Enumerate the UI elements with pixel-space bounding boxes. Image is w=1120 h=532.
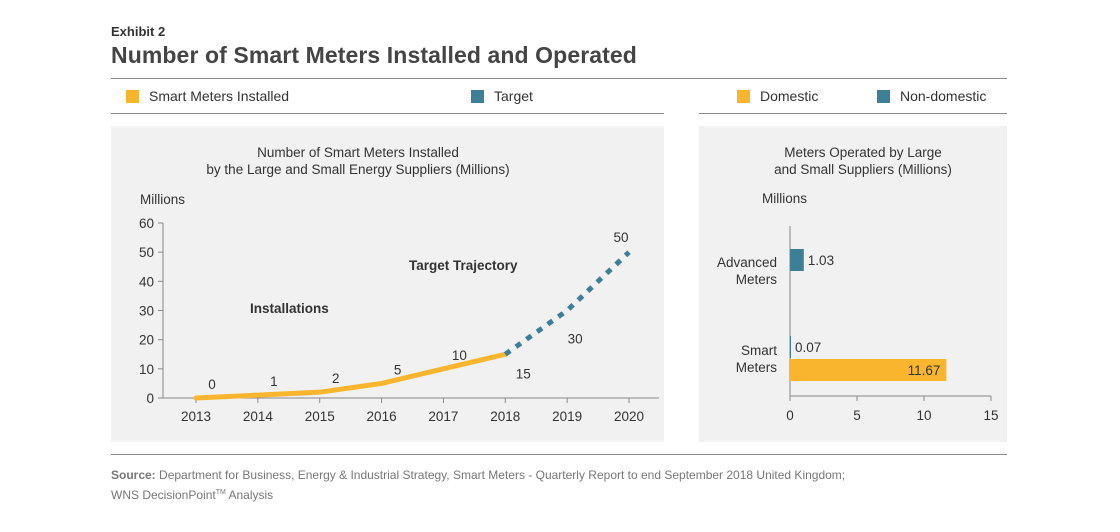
bar-chart-panel: Meters Operated by Large and Small Suppl…: [699, 126, 1007, 442]
top-rule: [111, 78, 1007, 79]
bar-chart-title-line-2: and Small Suppliers (Millions): [774, 162, 952, 177]
source-label: Source:: [111, 468, 156, 482]
legend-smart-meters-installed: Smart Meters Installed: [126, 88, 289, 104]
line-chart: Number of Smart Meters Installed by the …: [139, 145, 659, 424]
bar-category-label: Advanced: [717, 255, 777, 270]
bar-value-label: 1.03: [808, 253, 834, 268]
bar-category-label: Smart: [741, 343, 777, 358]
y-tick-label: 10: [139, 362, 154, 377]
y-tick-label: 40: [139, 274, 154, 289]
legend-swatch: [737, 89, 750, 103]
series-line-smart-meters-installed: [193, 351, 508, 401]
data-label-installed: 0: [208, 377, 216, 392]
data-label-target: 15: [516, 366, 531, 381]
legend-domestic: Domestic: [737, 88, 818, 104]
legend-non-domestic: Non-domestic: [877, 88, 986, 104]
bar-x-tick-label: 15: [983, 408, 998, 423]
source-note: Source: Department for Business, Energy …: [111, 467, 845, 504]
x-tick-label: 2015: [305, 409, 335, 424]
source-line-2: WNS DecisionPoint: [111, 488, 216, 502]
left-legend-rule: [111, 113, 664, 114]
data-label-installed: 2: [332, 371, 340, 386]
bar-value-label: 11.67: [908, 363, 941, 378]
bar-chart-units-label: Millions: [762, 191, 807, 206]
bar-value-label: 0.07: [795, 340, 821, 355]
source-line-2-end: Analysis: [225, 488, 274, 502]
legend-label: Target: [494, 88, 533, 104]
bar-category-label: Meters: [736, 272, 778, 287]
x-tick-label: 2017: [428, 409, 458, 424]
trademark-mark: TM: [215, 489, 226, 496]
legend-swatch: [877, 89, 890, 103]
bar-non-domestic: [790, 336, 791, 358]
bar-non-domestic: [790, 249, 804, 271]
exhibit-label: Exhibit 2: [111, 24, 166, 39]
page-title: Number of Smart Meters Installed and Ope…: [111, 42, 637, 68]
y-tick-label: 0: [146, 391, 154, 406]
series-line-target: [503, 250, 631, 357]
bar-x-tick-label: 10: [916, 408, 931, 423]
bar-chart-title-line-1: Meters Operated by Large: [784, 145, 942, 160]
line-chart-panel: Number of Smart Meters Installed by the …: [111, 126, 664, 442]
legend-label: Smart Meters Installed: [149, 88, 290, 104]
y-tick-label: 30: [139, 304, 154, 319]
x-tick-label: 2020: [614, 409, 644, 424]
legend-label: Domestic: [760, 88, 819, 104]
annotation-installations: Installations: [250, 301, 329, 316]
source-text: Department for Business, Energy & Indust…: [159, 468, 846, 482]
x-tick-label: 2019: [552, 409, 582, 424]
x-tick-label: 2016: [367, 409, 397, 424]
annotation-target-trajectory: Target Trajectory: [409, 258, 518, 273]
data-label-installed: 1: [270, 374, 278, 389]
bar-category-label: Meters: [736, 360, 778, 375]
right-legend-rule: [699, 113, 1007, 114]
line-chart-title-line-1: Number of Smart Meters Installed: [257, 145, 459, 160]
data-label-installed: 10: [452, 348, 467, 363]
y-tick-label: 60: [139, 216, 154, 231]
data-label-installed: 5: [394, 362, 402, 377]
bar-domestic: [790, 359, 947, 381]
legend-target: Target: [471, 88, 533, 104]
x-tick-label: 2013: [181, 409, 211, 424]
line-chart-y-axis-label: Millions: [140, 192, 185, 207]
bar-chart: Meters Operated by Large and Small Suppl…: [717, 145, 999, 423]
legend-swatch: [471, 89, 484, 103]
x-tick-label: 2018: [490, 409, 520, 424]
x-tick-label: 2014: [243, 409, 274, 424]
data-label-target: 50: [613, 230, 628, 245]
legend-label: Non-domestic: [900, 88, 987, 104]
line-chart-title-line-2: by the Large and Small Energy Suppliers …: [206, 162, 509, 177]
bottom-rule: [111, 454, 1007, 455]
legend-swatch: [126, 89, 139, 103]
data-label-target: 30: [568, 332, 583, 347]
y-tick-label: 20: [139, 333, 154, 348]
bar-x-tick-label: 5: [853, 408, 861, 423]
y-tick-label: 50: [139, 245, 154, 260]
bar-x-tick-label: 0: [786, 408, 794, 423]
